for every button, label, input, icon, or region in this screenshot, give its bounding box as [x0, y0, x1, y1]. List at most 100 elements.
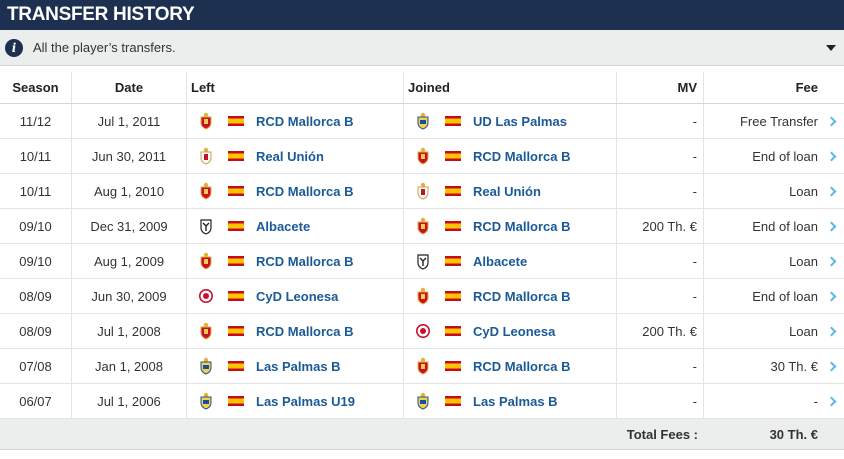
- market-value-cell: -: [617, 104, 704, 138]
- club-crest-icon[interactable]: [199, 182, 213, 200]
- date-cell: Jul 1, 2011: [72, 104, 187, 138]
- row-detail-cell[interactable]: [822, 244, 844, 278]
- joined-club-link[interactable]: RCD Mallorca B: [473, 148, 571, 164]
- club-crest-icon[interactable]: [416, 357, 430, 375]
- left-club-link[interactable]: Real Unión: [256, 148, 324, 164]
- left-club-link[interactable]: Las Palmas U19: [256, 393, 356, 409]
- spain-flag-icon: [445, 256, 461, 266]
- chevron-right-icon[interactable]: [826, 116, 837, 126]
- market-value-cell: -: [617, 279, 704, 313]
- joined-club-link[interactable]: RCD Mallorca B: [473, 218, 571, 234]
- chevron-right-icon[interactable]: [826, 396, 837, 406]
- joined-club-link[interactable]: Albacete: [473, 253, 528, 269]
- date-cell: Jun 30, 2009: [72, 279, 187, 313]
- market-value-cell: 200 Th. €: [617, 314, 704, 348]
- row-detail-cell[interactable]: [822, 349, 844, 383]
- left-club-cell: RCD Mallorca B: [187, 244, 404, 278]
- club-crest-icon[interactable]: [199, 147, 213, 165]
- row-detail-cell[interactable]: [822, 209, 844, 243]
- spain-flag-icon: [228, 326, 244, 336]
- column-header-left: Left: [187, 72, 404, 103]
- joined-club-link[interactable]: CyD Leonesa: [473, 323, 556, 339]
- club-crest-icon[interactable]: [416, 322, 430, 340]
- section-title: TRANSFER HISTORY: [0, 0, 844, 30]
- column-header-fee: Fee: [795, 80, 818, 95]
- joined-club-cell: Las Palmas B: [404, 384, 617, 418]
- spain-flag-icon: [445, 151, 461, 161]
- transfer-rows: 11/12 Jul 1, 2011 RCD Mallorca B UD Las Pal…: [0, 104, 844, 419]
- info-icon: i: [5, 38, 23, 57]
- spain-flag-icon: [228, 256, 244, 266]
- date-cell: Aug 1, 2009: [72, 244, 187, 278]
- transfer-row: 07/08 Jan 1, 2008 Las Palmas B RCD Mallorca…: [0, 349, 844, 384]
- row-detail-cell[interactable]: [822, 384, 844, 418]
- chevron-right-icon[interactable]: [826, 256, 837, 266]
- club-crest-icon[interactable]: [416, 112, 430, 130]
- club-crest-icon[interactable]: [199, 252, 213, 270]
- spain-flag-icon: [228, 396, 244, 406]
- club-crest-icon[interactable]: [416, 147, 430, 165]
- fee-cell: -: [813, 393, 818, 409]
- column-header-season: Season: [0, 72, 72, 103]
- season-cell: 09/10: [0, 209, 72, 243]
- left-club-link[interactable]: RCD Mallorca B: [256, 323, 354, 339]
- column-header-joined: Joined: [404, 72, 617, 103]
- market-value-cell: 200 Th. €: [617, 209, 704, 243]
- total-fees-value: 30 Th. €: [769, 426, 818, 442]
- chevron-right-icon[interactable]: [826, 221, 837, 231]
- season-cell: 11/12: [0, 104, 72, 138]
- joined-club-cell: UD Las Palmas: [404, 104, 617, 138]
- season-cell: 06/07: [0, 384, 72, 418]
- joined-club-cell: CyD Leonesa: [404, 314, 617, 348]
- club-crest-icon[interactable]: [199, 392, 213, 410]
- left-club-link[interactable]: RCD Mallorca B: [256, 253, 354, 269]
- joined-club-link[interactable]: Las Palmas B: [473, 393, 558, 409]
- club-crest-icon[interactable]: [416, 252, 430, 270]
- club-crest-icon[interactable]: [416, 287, 430, 305]
- transfer-row: 10/11 Jun 30, 2011 Real Unión RCD Mallorca …: [0, 139, 844, 174]
- season-cell: 08/09: [0, 279, 72, 313]
- fee-cell: 30 Th. €: [770, 358, 818, 374]
- left-club-link[interactable]: Las Palmas B: [256, 358, 341, 374]
- club-crest-icon[interactable]: [199, 322, 213, 340]
- club-crest-icon[interactable]: [416, 217, 430, 235]
- joined-club-link[interactable]: RCD Mallorca B: [473, 288, 571, 304]
- chevron-right-icon[interactable]: [826, 151, 837, 161]
- fee-cell: Loan: [789, 253, 818, 269]
- chevron-right-icon[interactable]: [826, 186, 837, 196]
- joined-club-link[interactable]: RCD Mallorca B: [473, 358, 571, 374]
- left-club-link[interactable]: RCD Mallorca B: [256, 183, 354, 199]
- left-club-link[interactable]: Albacete: [256, 218, 311, 234]
- spain-flag-icon: [445, 396, 461, 406]
- left-club-link[interactable]: RCD Mallorca B: [256, 113, 354, 129]
- club-crest-icon[interactable]: [416, 182, 430, 200]
- joined-club-link[interactable]: Real Unión: [473, 183, 541, 199]
- chevron-right-icon[interactable]: [826, 291, 837, 301]
- row-detail-cell[interactable]: [822, 314, 844, 348]
- row-detail-cell[interactable]: [822, 174, 844, 208]
- club-crest-icon[interactable]: [199, 112, 213, 130]
- date-cell: Jun 30, 2011: [72, 139, 187, 173]
- row-detail-cell[interactable]: [822, 104, 844, 138]
- chevron-down-icon[interactable]: [826, 45, 836, 51]
- transfer-row: 09/10 Dec 31, 2009 Albacete RCD Mallorca B 2…: [0, 209, 844, 244]
- spain-flag-icon: [228, 291, 244, 301]
- club-crest-icon[interactable]: [199, 287, 213, 305]
- row-detail-cell[interactable]: [822, 279, 844, 313]
- joined-club-link[interactable]: UD Las Palmas: [473, 113, 567, 129]
- season-cell: 09/10: [0, 244, 72, 278]
- chevron-right-icon[interactable]: [826, 361, 837, 371]
- chevron-right-icon[interactable]: [826, 326, 837, 336]
- row-detail-cell[interactable]: [822, 139, 844, 173]
- transfer-row: 09/10 Aug 1, 2009 RCD Mallorca B Albacete - L…: [0, 244, 844, 279]
- club-crest-icon[interactable]: [416, 392, 430, 410]
- joined-club-cell: RCD Mallorca B: [404, 349, 617, 383]
- left-club-link[interactable]: CyD Leonesa: [256, 288, 339, 304]
- market-value-cell: -: [617, 244, 704, 278]
- table-header-row: Season Date Left Joined MV Fee: [0, 72, 844, 104]
- date-cell: Dec 31, 2009: [72, 209, 187, 243]
- club-crest-icon[interactable]: [199, 217, 213, 235]
- joined-club-cell: RCD Mallorca B: [404, 209, 617, 243]
- transfer-row: 10/11 Aug 1, 2010 RCD Mallorca B Real Unión…: [0, 174, 844, 209]
- club-crest-icon[interactable]: [199, 357, 213, 375]
